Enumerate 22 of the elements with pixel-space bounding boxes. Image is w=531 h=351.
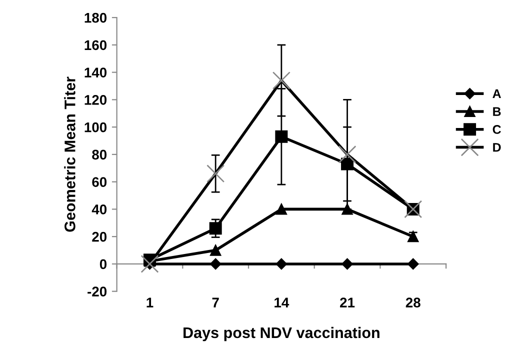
x-axis-title: Days post NDV vaccination <box>184 326 380 342</box>
y-tick-label: 20 <box>92 232 107 242</box>
x-tick-label: 1 <box>146 298 154 308</box>
legend-label: C <box>492 125 501 134</box>
y-tick-label: 180 <box>84 12 107 23</box>
y-axis-title: Geometric Mean Titer <box>64 76 76 232</box>
y-tick-label: -20 <box>88 286 107 296</box>
y-tick-label: 60 <box>92 177 107 187</box>
legend-label: B <box>493 107 501 116</box>
x-tick-label: 28 <box>406 298 420 308</box>
x-tick-label: 7 <box>212 298 219 308</box>
x-tick-label: 14 <box>274 298 290 308</box>
y-tick-label: 120 <box>84 95 107 105</box>
y-tick-label: 0 <box>100 259 107 270</box>
legend-label: A <box>492 89 501 98</box>
x-tick-label: 21 <box>340 298 355 308</box>
y-tick-label: 160 <box>84 40 107 50</box>
y-tick-label: 100 <box>84 122 107 132</box>
y-tick-label: 40 <box>92 204 107 214</box>
y-tick-label: 140 <box>84 68 107 78</box>
y-tick-label: 80 <box>92 150 107 160</box>
legend-label: D <box>493 143 501 152</box>
